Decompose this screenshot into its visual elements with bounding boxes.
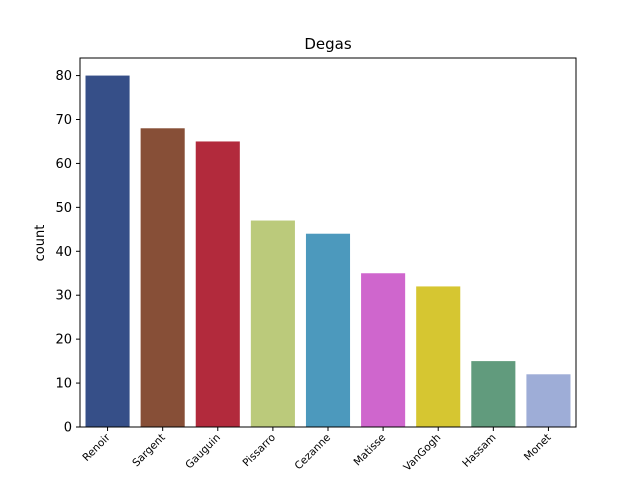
bar-pissarro bbox=[250, 220, 295, 427]
y-tick-label: 0 bbox=[64, 421, 72, 436]
bar-matisse bbox=[361, 273, 406, 427]
bar-vangogh bbox=[416, 286, 461, 427]
y-tick-label: 10 bbox=[55, 377, 72, 392]
bar-cezanne bbox=[305, 233, 351, 427]
y-tick-label: 80 bbox=[55, 69, 72, 84]
x-tick-label: Sargent bbox=[130, 432, 168, 470]
bar-renoir bbox=[85, 75, 130, 428]
y-tick-label: 70 bbox=[55, 113, 72, 128]
y-tick-label: 60 bbox=[55, 157, 72, 172]
bar-hassam bbox=[471, 361, 516, 427]
y-tick-label: 50 bbox=[55, 201, 72, 216]
bars-group bbox=[85, 75, 571, 428]
x-tick-label: Renoir bbox=[80, 431, 113, 464]
y-axis: 0 10 20 30 40 50 60 70 80 bbox=[55, 69, 80, 436]
x-axis: Renoir Sargent Gauguin Pissarro Cezanne Matis… bbox=[80, 427, 554, 474]
chart-title: Degas bbox=[304, 35, 351, 53]
x-tick-label: Hassam bbox=[460, 432, 498, 470]
y-tick-label: 40 bbox=[55, 245, 72, 260]
bar-gauguin bbox=[195, 141, 240, 427]
x-tick-label: Cezanne bbox=[292, 432, 333, 473]
x-tick-label: Pissarro bbox=[241, 432, 279, 470]
x-tick-label: Gauguin bbox=[183, 432, 223, 472]
y-axis-label: count bbox=[33, 225, 48, 262]
x-tick-label: VanGogh bbox=[401, 432, 443, 474]
x-tick-label: Matisse bbox=[352, 432, 389, 469]
x-tick-label: Monet bbox=[522, 432, 554, 464]
y-tick-label: 20 bbox=[55, 333, 72, 348]
bar-sargent bbox=[140, 128, 185, 428]
plot-area bbox=[79, 57, 577, 428]
y-tick-label: 30 bbox=[55, 289, 72, 304]
bar-monet bbox=[526, 374, 571, 427]
